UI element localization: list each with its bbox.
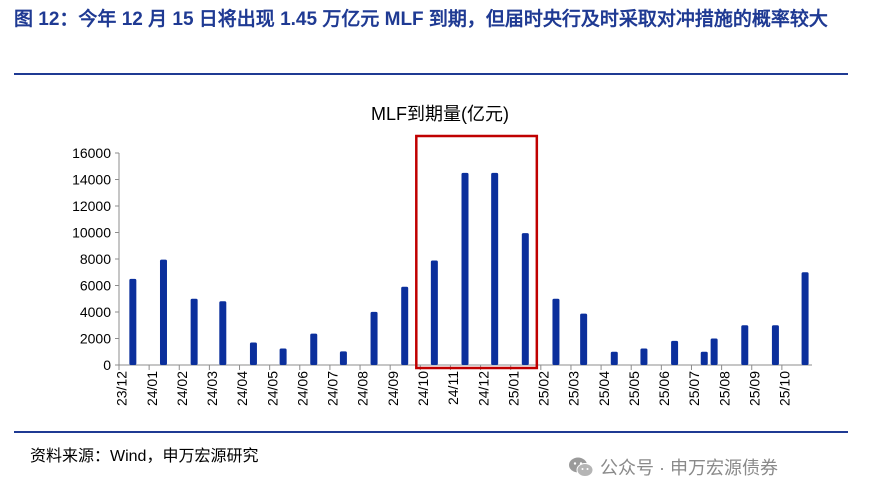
bar: [129, 278, 137, 365]
x-tick-label: 24/01: [144, 371, 160, 406]
x-tick-label: 24/06: [294, 371, 310, 406]
wechat-icon: [569, 457, 594, 477]
y-tick-label: 6000: [80, 278, 111, 294]
x-tick-label: 24/07: [325, 371, 341, 406]
bar: [521, 233, 529, 365]
source-note: 资料来源：Wind，申万宏源研究: [30, 448, 259, 465]
bar: [741, 325, 749, 365]
chart-title: MLF到期量(亿元): [371, 104, 509, 124]
bar: [610, 351, 618, 365]
x-tick-label: 25/10: [777, 371, 793, 406]
bar: [190, 298, 198, 365]
watermark: 公众号 · 申万宏源债券: [568, 454, 778, 480]
x-tick-label: 24/04: [234, 371, 250, 406]
bar: [552, 298, 560, 365]
x-tick-label: 24/10: [415, 371, 431, 406]
x-tick-label: 24/11: [445, 371, 461, 405]
bar: [310, 333, 318, 365]
x-tick-label: 24/12: [475, 371, 491, 406]
x-tick-label: 24/02: [174, 371, 190, 406]
x-tick-label: 25/08: [716, 371, 732, 406]
bar: [700, 351, 708, 365]
y-tick-label: 8000: [80, 251, 111, 267]
y-tick-label: 12000: [72, 198, 111, 214]
bar: [491, 172, 499, 365]
bar: [801, 272, 809, 365]
bar: [159, 259, 167, 365]
x-tick-label: 25/06: [656, 371, 672, 406]
x-tick-label: 25/07: [686, 371, 702, 406]
x-tick-label: 24/03: [204, 371, 220, 406]
source-divider: [14, 431, 848, 433]
y-tick-label: 4000: [80, 304, 111, 320]
bar: [430, 260, 438, 365]
x-tick-label: 25/02: [536, 371, 552, 406]
bar: [461, 172, 469, 365]
y-tick-label: 14000: [72, 172, 111, 188]
y-tick-label: 2000: [80, 331, 111, 347]
bar: [580, 313, 588, 365]
y-tick-label: 16000: [72, 145, 111, 161]
bar: [710, 338, 718, 365]
bar: [771, 325, 779, 365]
bar: [279, 348, 287, 365]
bar: [370, 311, 378, 365]
watermark-text: 公众号 · 申万宏源债券: [600, 458, 778, 478]
bar: [339, 351, 347, 365]
y-tick-label: 0: [103, 357, 111, 373]
bar: [671, 340, 679, 365]
x-tick-label: 23/12: [114, 371, 130, 406]
y-tick-label: 10000: [72, 225, 111, 241]
bar: [401, 286, 409, 365]
figure-title: 图 12：今年 12 月 15 日将出现 1.45 万亿元 MLF 到期，但届时…: [14, 9, 828, 30]
x-tick-label: 25/03: [566, 371, 582, 406]
x-tick-label: 24/05: [264, 371, 280, 406]
x-tick-label: 25/04: [596, 371, 612, 406]
x-tick-label: 24/08: [355, 371, 371, 406]
bar: [219, 301, 227, 365]
bar: [249, 342, 257, 365]
x-tick-label: 25/09: [746, 371, 762, 406]
x-tick-label: 24/09: [385, 371, 401, 406]
title-divider: [14, 73, 848, 75]
bar: [640, 348, 648, 365]
x-tick-label: 25/01: [505, 371, 521, 406]
x-tick-label: 25/05: [626, 371, 642, 406]
highlight-box: [415, 134, 539, 370]
